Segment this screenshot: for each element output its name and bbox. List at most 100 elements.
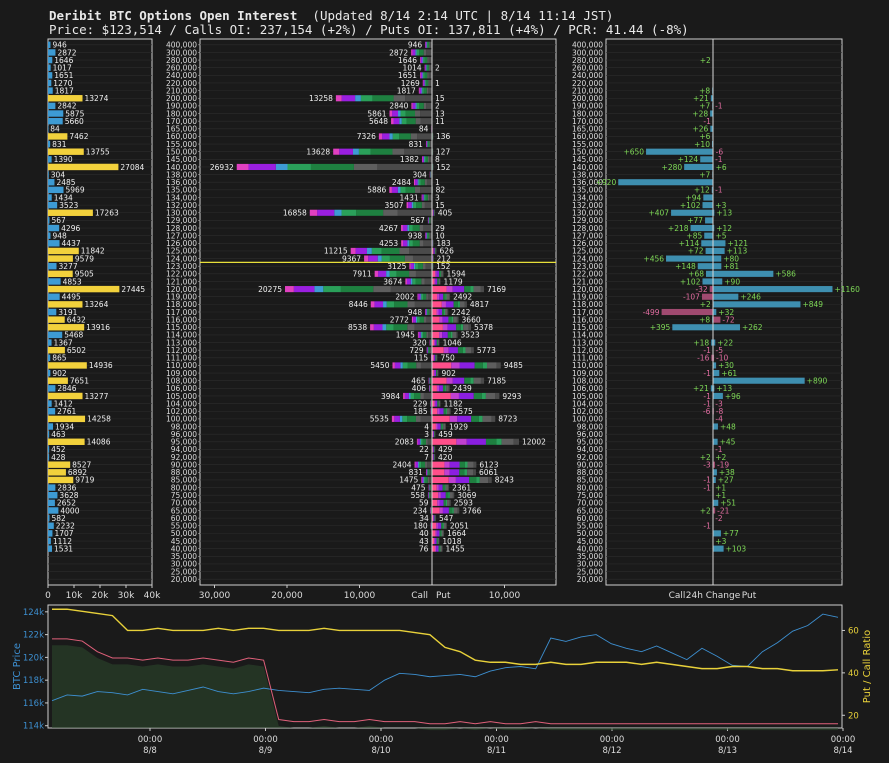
put-bar-segment xyxy=(448,293,451,300)
call-value-label: 185 xyxy=(413,407,428,416)
call-bar-segment xyxy=(398,110,401,117)
strike-label: 128,000 xyxy=(166,224,197,233)
call-bar-segment xyxy=(428,87,432,94)
strike-label: 220,000 xyxy=(166,79,197,88)
change-strike-label: 132,000 xyxy=(572,201,603,210)
put-value-label: 420 xyxy=(438,453,453,462)
change-call-label: Call xyxy=(669,591,686,601)
put-value-label: 12002 xyxy=(522,438,546,447)
strike-label: 85,000 xyxy=(171,476,197,485)
call-bar-segment xyxy=(429,469,431,476)
call-bar-segment xyxy=(429,79,432,87)
put-change-bar xyxy=(713,240,726,247)
strike-label: 123,000 xyxy=(166,262,197,271)
call-bar-segment xyxy=(399,118,402,125)
total-oi-bar xyxy=(48,87,53,94)
call-bar-segment xyxy=(416,49,420,56)
put-bar-segment xyxy=(485,392,496,400)
call-change-bar xyxy=(703,194,713,201)
call-bar-segment xyxy=(420,72,423,79)
call-bar-segment xyxy=(420,72,421,79)
call-value-label: 948 xyxy=(408,308,423,317)
change-strike-label: 115,000 xyxy=(572,323,603,332)
call-bar-segment xyxy=(394,415,400,422)
call-bar-segment xyxy=(428,57,432,64)
strike-label: 124,000 xyxy=(166,254,197,263)
put-bar-segment xyxy=(445,499,448,506)
put-bar-segment xyxy=(446,377,453,384)
call-bar-segment xyxy=(421,156,423,163)
call-bar-segment xyxy=(383,301,387,308)
btc-ytick-label: 124k xyxy=(23,608,44,618)
put-bar-segment xyxy=(438,492,441,499)
call-bar-segment xyxy=(373,324,383,331)
put-change-label: +22 xyxy=(717,338,733,347)
put-bar-segment xyxy=(453,301,458,308)
total-oi-bar xyxy=(48,255,73,262)
change-strike-label: 136,000 xyxy=(572,178,603,187)
put-bar-segment xyxy=(473,286,481,293)
call-bar-segment xyxy=(287,163,311,171)
put-bar-segment xyxy=(432,385,437,392)
put-bar-segment xyxy=(434,247,436,254)
strike-label: 111,000 xyxy=(166,354,197,363)
total-oi-value-label: 948 xyxy=(52,231,67,240)
total-oi-bar xyxy=(48,362,87,369)
call-bar-segment xyxy=(417,263,423,270)
strike-label: 45,000 xyxy=(171,537,197,546)
total-oi-value-label: 3277 xyxy=(59,262,78,271)
put-bar-segment xyxy=(467,461,474,468)
call-value-label: 7 xyxy=(424,453,429,462)
put-bar-segment xyxy=(442,385,446,392)
call-bar-segment xyxy=(409,247,432,254)
call-bar-segment xyxy=(426,41,428,48)
put-value-label: 2575 xyxy=(454,407,473,416)
put-bar-segment xyxy=(501,438,514,445)
put-change-label: +30 xyxy=(718,361,734,370)
chart-title: Deribit BTC Options Open Interest (Updat… xyxy=(49,8,614,23)
call-bar-segment xyxy=(414,461,416,468)
strike-label: 118,000 xyxy=(166,300,197,309)
call-bar-segment xyxy=(409,270,416,277)
call-bar-segment xyxy=(355,95,361,102)
call-value-label: 34 xyxy=(419,514,429,523)
call-bar-segment xyxy=(425,79,427,87)
call-change-label: +85 xyxy=(686,231,702,240)
put-value-label: 183 xyxy=(436,239,451,248)
put-value-label: 3766 xyxy=(462,506,481,515)
put-bar-segment xyxy=(445,293,447,300)
call-bar-segment xyxy=(416,102,420,109)
call-bar-segment xyxy=(426,49,432,56)
put-bar-segment xyxy=(473,469,476,476)
call-change-label: +218 xyxy=(668,224,689,233)
total-oi-bar xyxy=(48,377,68,384)
put-change-bar xyxy=(713,392,723,400)
put-bar-segment xyxy=(437,499,440,506)
call-bar-segment xyxy=(417,293,419,300)
total-oi-bar xyxy=(48,507,59,514)
put-bar-segment xyxy=(462,347,466,354)
btc-ytick-label: 120k xyxy=(23,653,44,663)
call-bar-segment xyxy=(423,72,425,79)
change-strike-label: 400,000 xyxy=(572,41,603,50)
change-put-label: Put xyxy=(742,591,757,601)
call-bar-segment xyxy=(339,148,353,155)
call-change-label: -1 xyxy=(703,117,711,126)
put-bar-segment xyxy=(448,476,456,483)
call-bar-segment xyxy=(429,141,431,148)
call-bar-segment xyxy=(402,415,408,422)
put-bar-segment xyxy=(438,484,443,491)
put-value-label: 212 xyxy=(437,254,452,263)
time-xtick-label: 00:00 xyxy=(369,735,394,745)
put-bar-segment xyxy=(467,469,474,476)
put-bar-segment xyxy=(452,331,457,338)
call-bar-segment xyxy=(424,179,427,186)
total-oi-bar xyxy=(48,110,64,117)
put-change-bar xyxy=(713,385,715,392)
call-change-label: +102 xyxy=(680,201,701,210)
put-value-label: 902 xyxy=(442,369,457,378)
call-change-bar xyxy=(671,209,713,216)
call-bar-segment xyxy=(429,64,432,71)
total-oi-bar xyxy=(48,400,52,407)
call-value-label: 1475 xyxy=(399,476,418,485)
